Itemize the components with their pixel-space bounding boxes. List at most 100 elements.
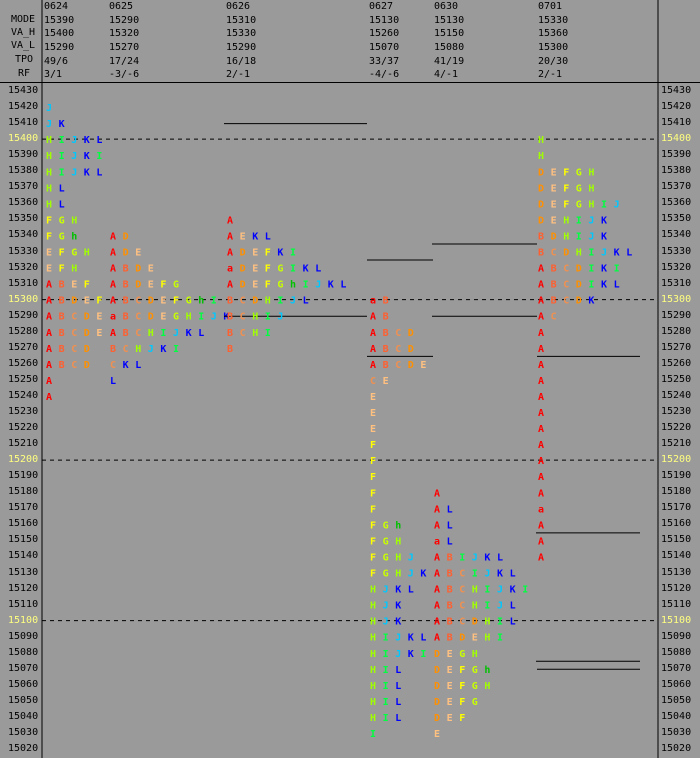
- tpo-letter: B: [383, 312, 389, 323]
- price-tick-right: 15170: [661, 502, 692, 514]
- tpo-letter: L: [395, 665, 401, 676]
- tpo-letter: I: [383, 633, 389, 644]
- tpo-letter: G: [186, 296, 192, 307]
- tpo-letter: J: [614, 199, 620, 210]
- tpo-letter: B: [123, 312, 129, 323]
- tpo-letter: C: [135, 296, 141, 307]
- header-tpo-0627: 33/37: [369, 55, 400, 67]
- tpo-letter: H: [370, 713, 376, 724]
- tpo-letter: A: [227, 248, 233, 259]
- tpo-letter: I: [160, 328, 166, 339]
- tpo-letter: E: [240, 231, 246, 242]
- tpo-letter: I: [497, 617, 503, 628]
- tpo-letter: J: [497, 585, 503, 596]
- price-tick-right: 15400: [661, 133, 692, 145]
- tpo-letter: F: [59, 264, 65, 275]
- tpo-letter: J: [484, 569, 490, 580]
- tpo-letter: H: [370, 649, 376, 660]
- tpo-letter: J: [46, 119, 52, 130]
- price-tick-right: 15250: [661, 373, 692, 385]
- row-label-tpo: TPO: [15, 54, 34, 65]
- tpo-letter: B: [383, 344, 389, 355]
- tpo-letter: B: [447, 601, 453, 612]
- price-tick-left: 15070: [8, 662, 39, 674]
- tpo-letter: I: [265, 328, 271, 339]
- tpo-letter: E: [71, 280, 77, 291]
- price-tick-right: 15030: [661, 727, 692, 738]
- tpo-letter: K: [252, 231, 258, 242]
- price-tick-right: 15110: [661, 598, 692, 610]
- tpo-letter: D: [240, 248, 246, 259]
- tpo-letter: B: [227, 328, 233, 339]
- tpo-letter: B: [59, 296, 65, 307]
- tpo-letter: B: [383, 296, 389, 307]
- header-va-l-0626: 15290: [226, 41, 257, 53]
- tpo-letter: D: [148, 296, 154, 307]
- tpo-letter: A: [538, 328, 544, 339]
- header-rf-0627: -4/-6: [369, 69, 400, 80]
- price-tick-right: 15340: [661, 229, 692, 241]
- price-tick-left: 15380: [8, 165, 39, 177]
- tpo-letter: I: [383, 713, 389, 724]
- price-tick-right: 15280: [661, 325, 692, 337]
- tpo-letter: I: [59, 151, 65, 162]
- tpo-letter: G: [277, 280, 283, 291]
- header-date-0625: 0625: [109, 1, 134, 12]
- tpo-letter: B: [123, 328, 129, 339]
- tpo-letter: L: [626, 248, 632, 259]
- tpo-letter: A: [538, 472, 544, 483]
- tpo-letter: A: [538, 280, 544, 291]
- tpo-letter: E: [160, 296, 166, 307]
- price-tick-left: 15040: [8, 710, 39, 722]
- tpo-letter: F: [370, 488, 376, 499]
- tpo-letter: J: [71, 135, 77, 146]
- tpo-letter: I: [484, 601, 490, 612]
- price-tick-left: 15290: [8, 309, 39, 321]
- tpo-letter: A: [434, 633, 440, 644]
- tpo-letter: C: [551, 312, 557, 323]
- tpo-letter: A: [538, 488, 544, 499]
- tpo-letter: L: [510, 569, 516, 580]
- tpo-letter: K: [84, 135, 90, 146]
- tpo-letter: J: [71, 151, 77, 162]
- header-va-h-0701: 15360: [538, 28, 569, 39]
- tpo-letter: D: [408, 344, 414, 355]
- tpo-letter: B: [123, 296, 129, 307]
- price-tick-left: 15190: [8, 470, 39, 482]
- tpo-letter: A: [538, 392, 544, 403]
- tpo-letter: A: [110, 328, 116, 339]
- price-tick-right: 15320: [661, 261, 692, 273]
- tpo-letter: E: [370, 424, 376, 435]
- tpo-letter: E: [252, 248, 258, 259]
- tpo-letter: D: [84, 360, 90, 371]
- tpo-letter: L: [340, 280, 346, 291]
- tpo-letter: J: [588, 215, 594, 226]
- header-date-0627: 0627: [369, 1, 394, 12]
- header-tpo-0624: 49/6: [44, 55, 69, 67]
- tpo-letter: A: [434, 617, 440, 628]
- tpo-letter: I: [588, 264, 594, 275]
- tpo-letter: D: [148, 312, 154, 323]
- tpo-letter: B: [538, 248, 544, 259]
- tpo-letter: H: [46, 151, 52, 162]
- tpo-letter: C: [135, 312, 141, 323]
- tpo-letter: D: [240, 264, 246, 275]
- price-tick-right: 15290: [661, 309, 692, 321]
- tpo-letter: F: [46, 215, 52, 226]
- tpo-letter: J: [148, 344, 154, 355]
- tpo-letter: J: [497, 601, 503, 612]
- tpo-letter: A: [434, 569, 440, 580]
- tpo-letter: I: [472, 569, 478, 580]
- tpo-letter: I: [303, 280, 309, 291]
- tpo-letter: H: [370, 633, 376, 644]
- tpo-letter: H: [370, 697, 376, 708]
- tpo-letter: G: [383, 552, 389, 563]
- tpo-letter: A: [538, 520, 544, 531]
- tpo-letter: a: [110, 312, 116, 323]
- tpo-letter: H: [588, 199, 594, 210]
- tpo-letter: D: [252, 296, 258, 307]
- tpo-letter: J: [46, 103, 52, 114]
- tpo-letter: D: [576, 264, 582, 275]
- tpo-letter: G: [173, 312, 179, 323]
- tpo-letter: B: [383, 360, 389, 371]
